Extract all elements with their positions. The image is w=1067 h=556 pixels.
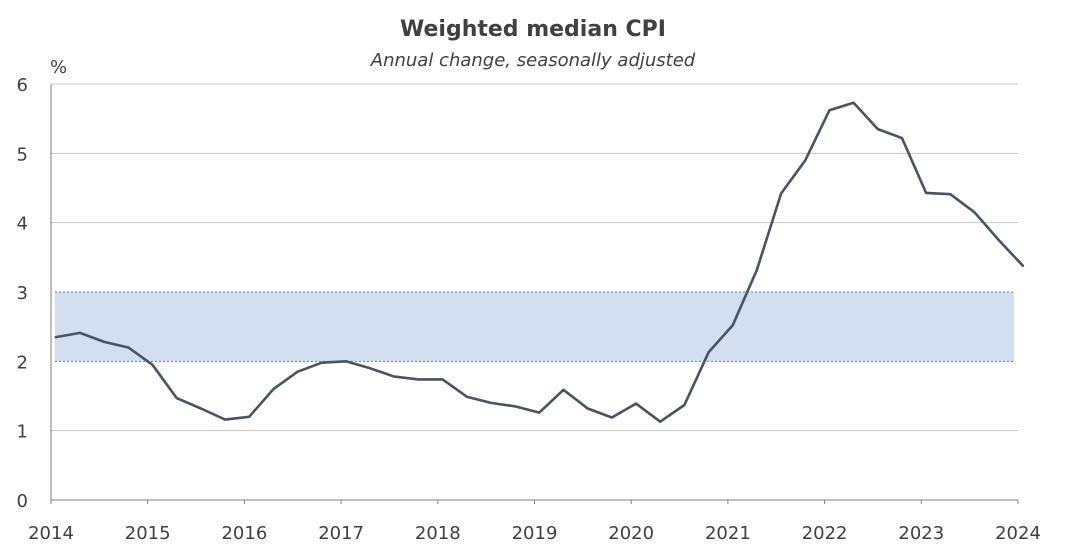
x-tick-label: 2015 xyxy=(125,523,171,544)
y-tick-labels: 0 1 2 3 4 5 6 xyxy=(17,75,28,512)
x-tick-label: 2019 xyxy=(512,523,558,544)
x-tick-label: 2018 xyxy=(415,523,461,544)
y-axis-unit: % xyxy=(50,57,67,78)
y-tick-label: 2 xyxy=(17,352,28,373)
x-tick-label: 2024 xyxy=(995,523,1041,544)
y-tick-label: 0 xyxy=(17,491,28,512)
series-layer xyxy=(54,101,1025,424)
target-band xyxy=(55,292,1014,362)
x-tick-label: 2022 xyxy=(802,523,848,544)
target-band-layer xyxy=(55,291,1014,362)
y-tick-label: 5 xyxy=(17,144,28,165)
gridlines xyxy=(51,83,1018,432)
x-tick-label: 2023 xyxy=(898,523,944,544)
x-tick-label: 2021 xyxy=(705,523,751,544)
y-tick-label: 4 xyxy=(17,214,28,235)
x-tick-label: 2016 xyxy=(221,523,267,544)
series-line xyxy=(54,101,1025,424)
x-tick-label: 2017 xyxy=(318,523,364,544)
x-tick-label: 2020 xyxy=(608,523,654,544)
x-tick-labels: 2014 2015 2016 2017 2018 2019 2020 2021 2022 2023… xyxy=(28,500,1041,544)
y-tick-label: 1 xyxy=(17,422,28,443)
y-tick-label: 3 xyxy=(17,283,28,304)
chart-title: Weighted median CPI xyxy=(400,17,666,42)
chart-subtitle: Annual change, seasonally adjusted xyxy=(370,50,696,71)
x-tick-label: 2014 xyxy=(28,523,74,544)
y-tick-label: 6 xyxy=(17,75,28,96)
